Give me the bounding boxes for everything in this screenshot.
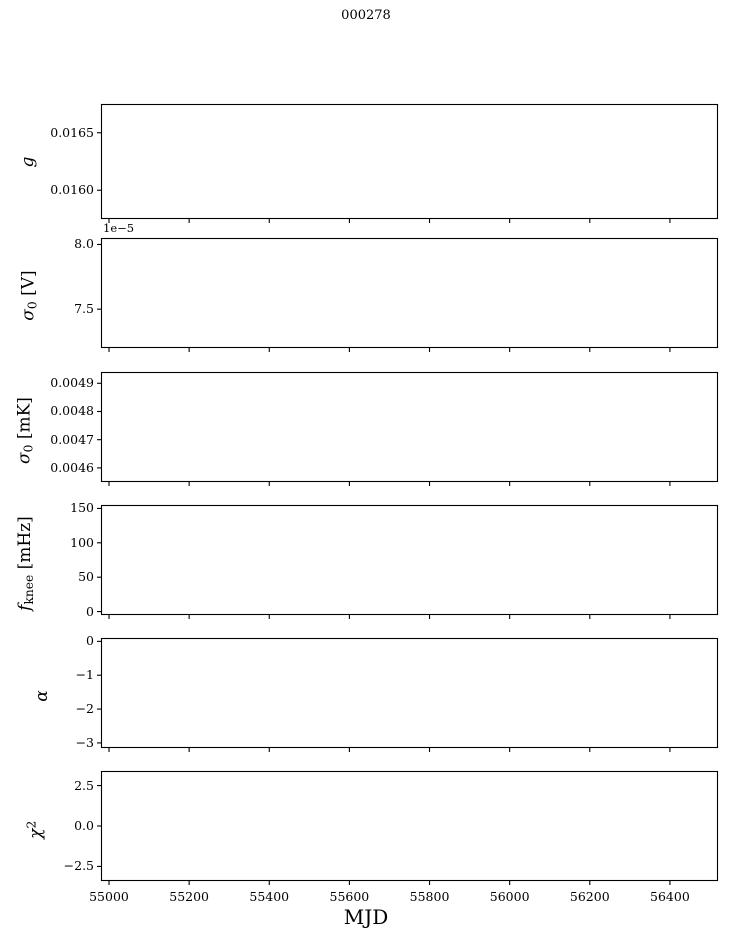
ytick-label: 0.0165 (50, 124, 94, 140)
ytick-label: 0.0047 (50, 431, 94, 447)
panel-sigma0-mk (97, 371, 719, 486)
xtick-label: 55000 (89, 889, 129, 904)
xtick-label: 55400 (249, 889, 290, 904)
ytick-label: 150 (70, 500, 94, 516)
xtick-label: 56200 (569, 889, 610, 904)
xtick-label: 55600 (329, 889, 370, 904)
ytick-label: 0.0046 (50, 459, 94, 475)
axis-label-mjd: MJD (343, 905, 389, 929)
panel-fknee (97, 504, 719, 619)
offset-text-sigma0-volt: 1e−5 (103, 221, 135, 235)
panel-chi2 (97, 770, 719, 885)
axis-label-sigma0-volt: σ0 [V] (18, 270, 40, 321)
ytick-label: 100 (70, 534, 94, 550)
ytick-label: 2.5 (74, 777, 94, 793)
ytick-label: 8.0 (74, 236, 94, 252)
xtick-label: 56000 (489, 889, 530, 904)
ytick-label: 0 (86, 633, 94, 649)
panel-alpha (97, 637, 719, 752)
ytick-label: −3 (75, 734, 94, 750)
figure-title: 000278 (341, 8, 391, 23)
xtick-label: 55800 (409, 889, 450, 904)
ytick-label: −2 (75, 701, 94, 717)
ytick-label: 0 (86, 603, 94, 619)
ytick-label: 0.0048 (50, 403, 94, 419)
ytick-label: 0.0049 (50, 375, 94, 391)
ytick-label: −1 (75, 667, 94, 683)
xtick-label: 56400 (650, 889, 690, 904)
ytick-label: −2.5 (63, 858, 94, 874)
panel-sigma0-volt (97, 237, 719, 352)
ytick-label: 7.5 (74, 301, 94, 317)
ytick-label: 0.0 (74, 818, 94, 833)
ytick-label: 50 (78, 569, 94, 585)
ytick-label: 0.0160 (50, 182, 94, 198)
xtick-label: 55200 (169, 889, 210, 904)
panel-gain (97, 103, 719, 223)
axis-label-gain: g (18, 156, 38, 168)
